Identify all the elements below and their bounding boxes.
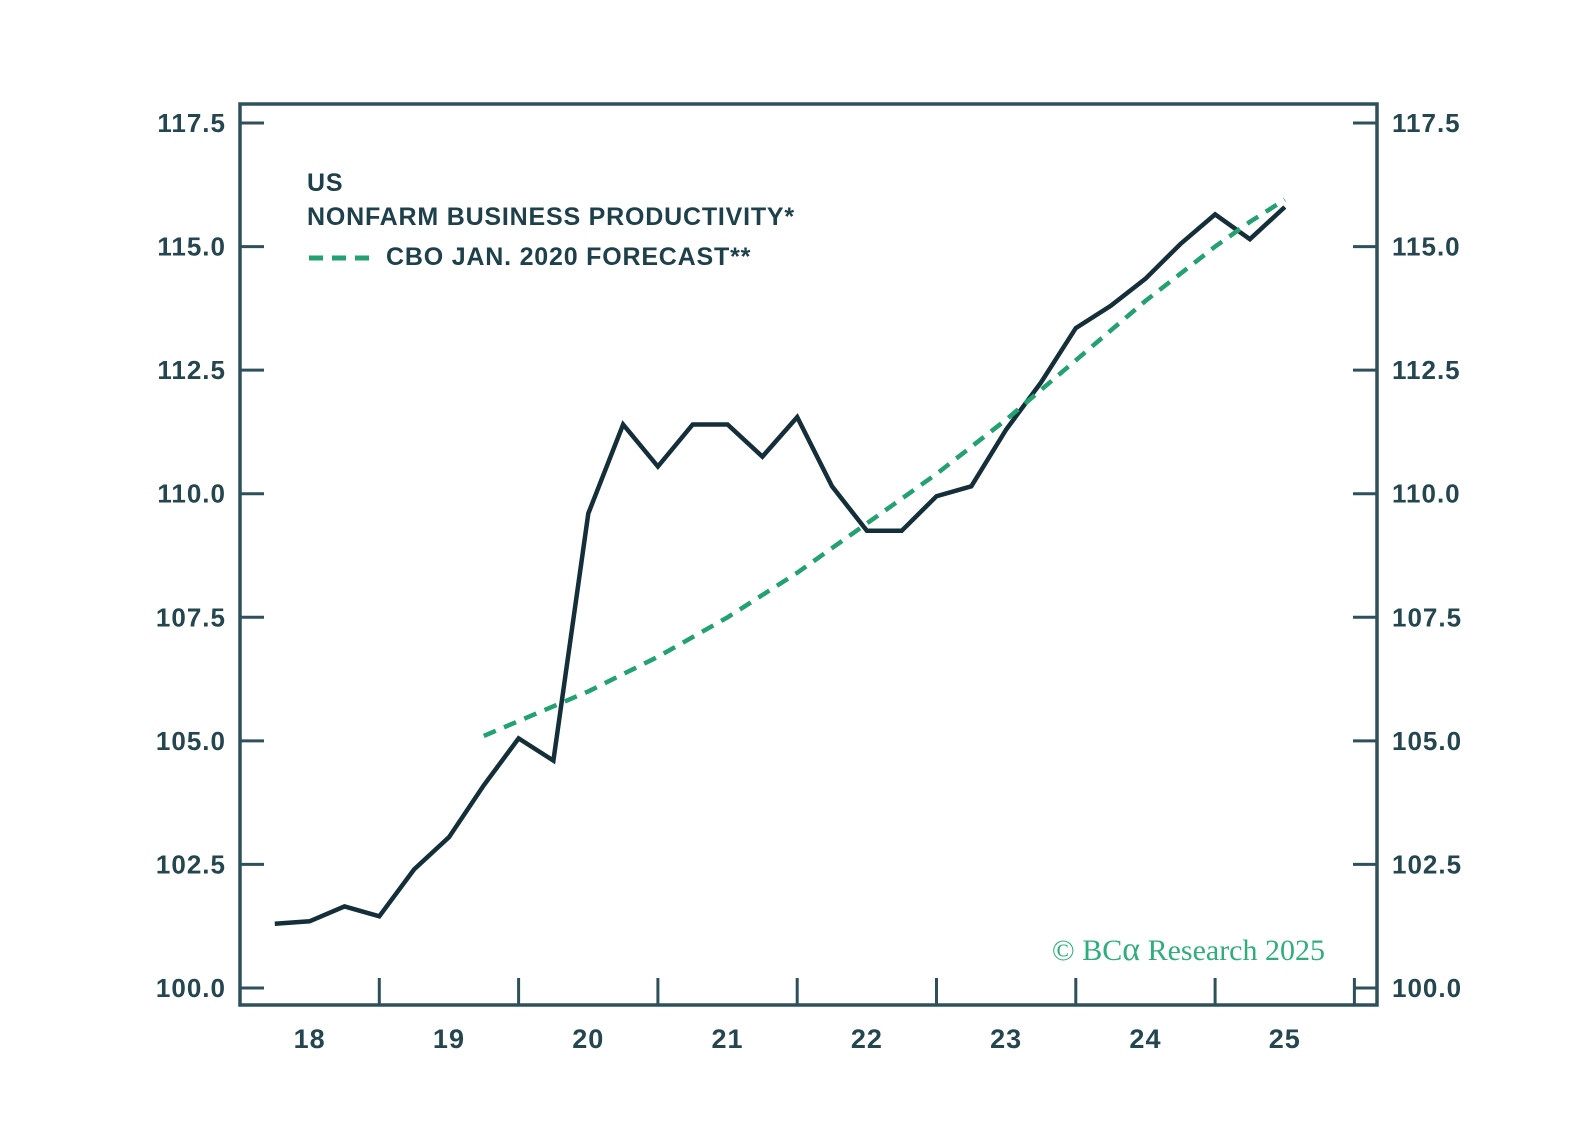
- y-tick-label-left: 117.5: [157, 108, 226, 138]
- legend-forecast-entry: CBO JAN. 2020 FORECAST**: [307, 243, 795, 272]
- y-tick-label-left: 105.0: [156, 726, 226, 756]
- forecast-line: [482, 197, 1287, 738]
- forecast-dash-swatch: [309, 255, 369, 260]
- chart-header: US NONFARM BUSINESS PRODUCTIVITY* CBO JA…: [307, 166, 795, 272]
- x-tick-label: 21: [712, 1024, 744, 1054]
- y-tick-label-right: 112.5: [1392, 355, 1461, 385]
- y-tick-label-right: 115.0: [1392, 232, 1461, 262]
- plot-frame: [238, 102, 1379, 1007]
- x-tick-label: 24: [1129, 1024, 1161, 1054]
- actual-line: [274, 205, 1287, 926]
- chart-region-label: US: [307, 169, 344, 197]
- y-tick-label-right: 110.0: [1392, 479, 1461, 509]
- y-tick-label-left: 112.5: [157, 355, 226, 385]
- copyright-suffix: Research 2025: [1140, 934, 1325, 967]
- y-tick-label-right: 107.5: [1392, 602, 1462, 632]
- chart-title: NONFARM BUSINESS PRODUCTIVITY*: [307, 203, 795, 231]
- x-tick-label: 22: [851, 1024, 883, 1054]
- x-tick-label: 25: [1269, 1024, 1301, 1054]
- y-tick-label-right: 105.0: [1392, 726, 1462, 756]
- x-tick-label: 18: [294, 1024, 326, 1054]
- copyright-alpha-glyph: α: [1122, 931, 1141, 968]
- y-tick-label-right: 117.5: [1392, 108, 1461, 138]
- y-tick-label-right: 102.5: [1392, 849, 1462, 879]
- legend-forecast-label: CBO JAN. 2020 FORECAST**: [386, 243, 752, 271]
- y-tick-label-left: 115.0: [157, 232, 226, 262]
- copyright-prefix: © BC: [1051, 934, 1123, 967]
- y-tick-label-left: 102.5: [156, 849, 226, 879]
- x-tick-label: 20: [572, 1024, 604, 1054]
- y-tick-label-left: 107.5: [156, 602, 226, 632]
- y-tick-label-right: 100.0: [1392, 973, 1462, 1003]
- x-tick-label: 23: [990, 1024, 1022, 1054]
- y-tick-label-left: 100.0: [156, 973, 226, 1003]
- copyright-notice: © BCα Research 2025: [1051, 931, 1325, 968]
- y-tick-label-left: 110.0: [157, 479, 226, 509]
- x-tick-label: 19: [433, 1024, 465, 1054]
